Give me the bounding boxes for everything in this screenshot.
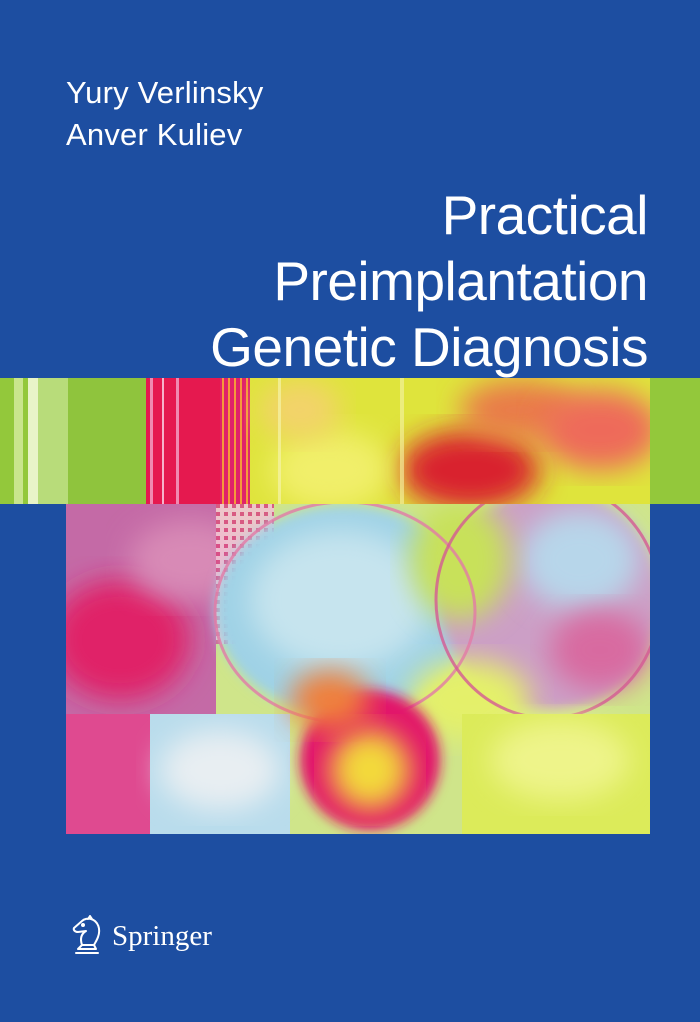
author-list: Yury Verlinsky Anver Kuliev [66, 72, 264, 156]
art-main-square [66, 504, 650, 834]
chess-knight-icon [72, 915, 101, 954]
title-line: Practical [441, 184, 649, 246]
title-line: Preimplantation [273, 250, 648, 312]
publisher-mark: Springer [68, 915, 212, 957]
title-line: Genetic Diagnosis [210, 316, 648, 378]
book-title: Practical Preimplantation Genetic Diagno… [210, 182, 648, 380]
publisher-name: Springer [112, 919, 212, 952]
author-name: Yury Verlinsky [66, 75, 264, 110]
author-name: Anver Kuliev [66, 117, 243, 152]
art-top-band [0, 378, 700, 504]
